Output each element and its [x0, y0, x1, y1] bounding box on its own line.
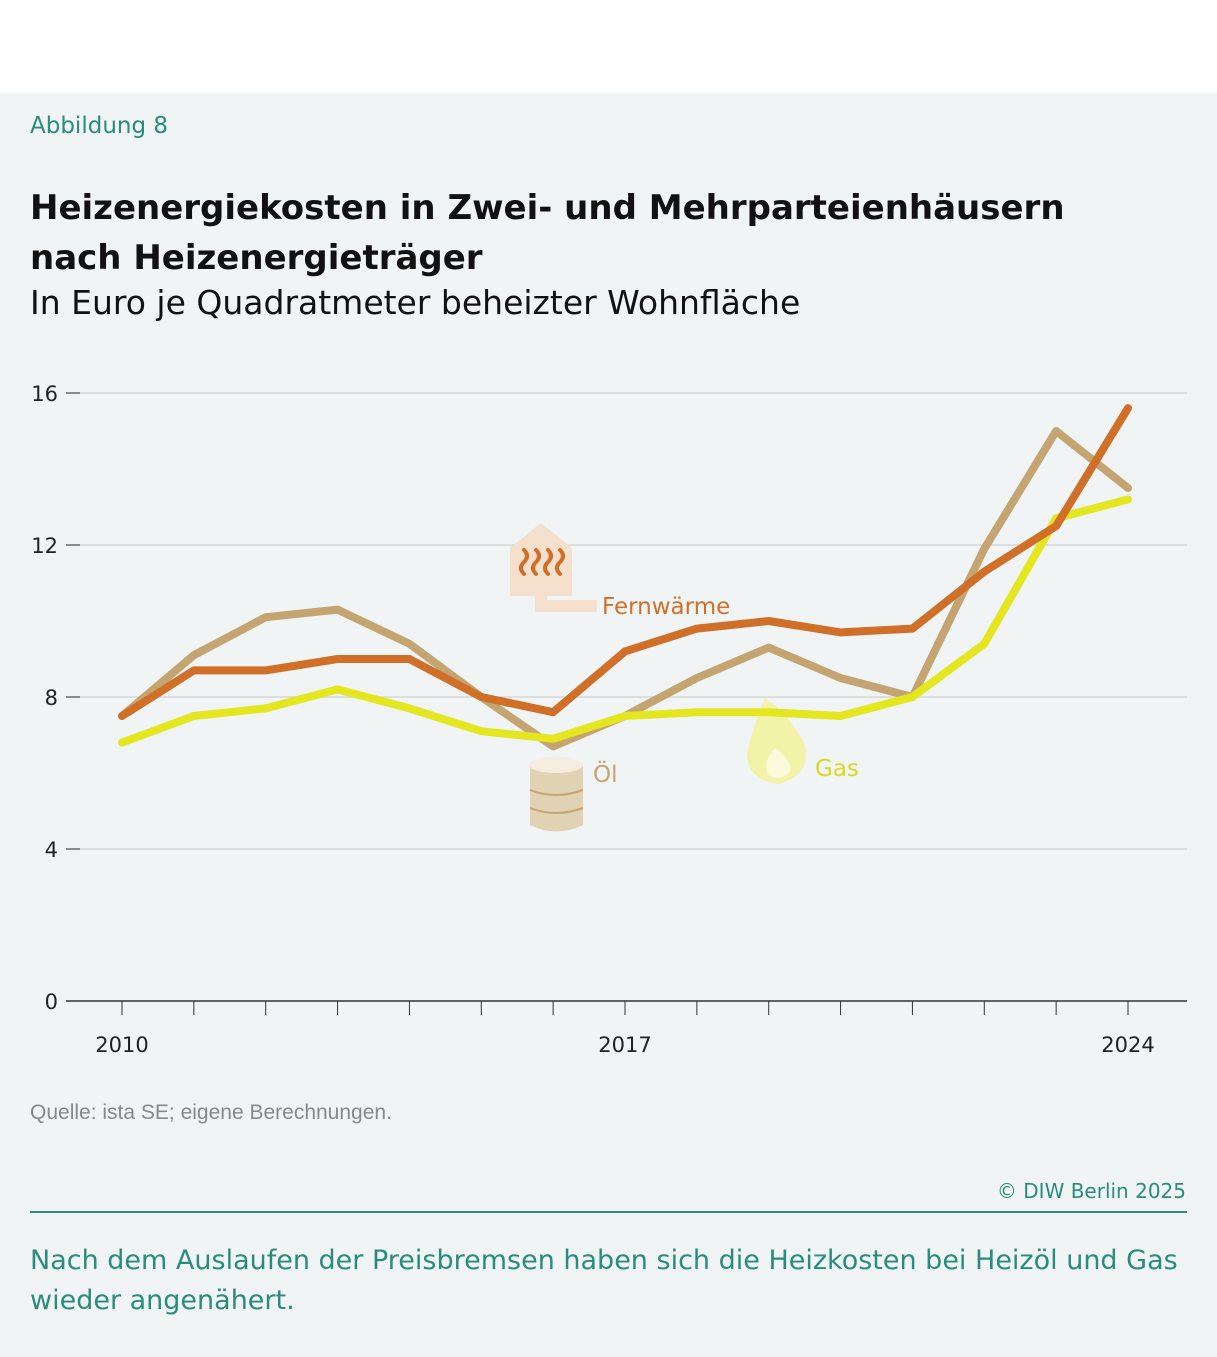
series-label-1: Öl [593, 760, 618, 788]
caption-note: Nach dem Auslaufen der Preisbremsen habe… [30, 1245, 1178, 1316]
oil-barrel-icon [529, 757, 584, 832]
y-tick-label: 12 [31, 534, 58, 558]
title-line-2: nach Heizenergieträger [30, 238, 483, 278]
x-tick-label: 2024 [1101, 1033, 1154, 1057]
series-line-0 [118, 404, 1132, 720]
flame-icon [747, 698, 807, 784]
figure-panel: Abbildung 8 Heizenergiekosten in Zwei- u… [0, 93, 1217, 1357]
y-tick-label: 8 [45, 686, 58, 710]
series-label-2: Gas [815, 756, 859, 782]
x-tick-label: 2017 [598, 1033, 651, 1057]
y-tick-label: 0 [45, 990, 58, 1014]
source-note: Quelle: ista SE; eigene Berechnungen. [30, 1101, 392, 1124]
chart-title: Heizenergiekosten in Zwei- und Mehrparte… [30, 183, 1065, 283]
x-tick-label: 2010 [95, 1033, 148, 1057]
figure-label: Abbildung 8 [30, 113, 169, 139]
series-label-0: Fernwärme [602, 594, 730, 620]
y-tick-label: 16 [31, 382, 58, 406]
chart-subtitle: In Euro je Quadratmeter beheizter Wohnfl… [30, 283, 801, 322]
title-line-1: Heizenergiekosten in Zwei- und Mehrparte… [30, 188, 1065, 228]
series-line-2 [118, 495, 1132, 747]
divider [30, 1211, 1187, 1213]
y-tick-label: 4 [45, 838, 58, 862]
copyright: © DIW Berlin 2025 [996, 1179, 1186, 1203]
series-line-1 [118, 427, 1132, 751]
house-heating-icon [510, 523, 597, 612]
